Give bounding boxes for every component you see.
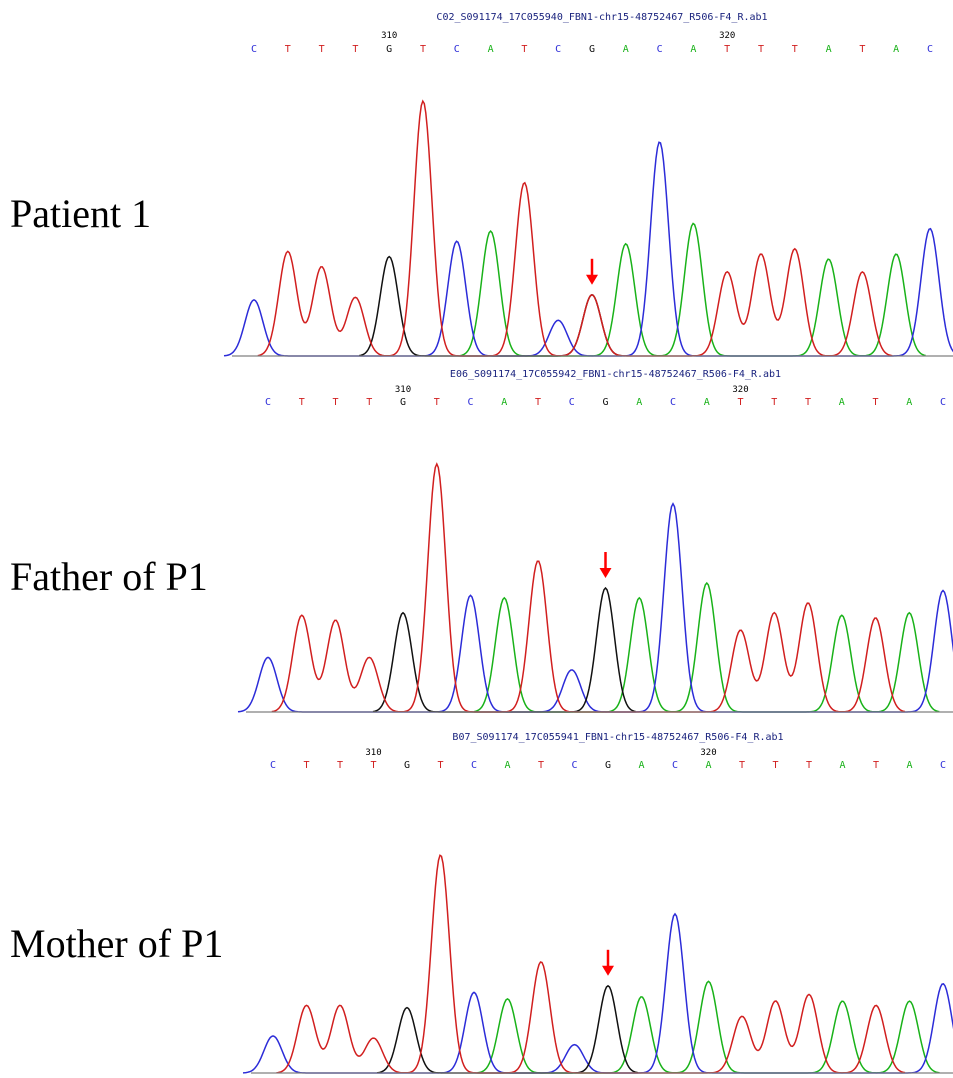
- base-call: A: [704, 397, 710, 408]
- base-call: A: [893, 44, 899, 55]
- base-call: T: [303, 760, 309, 771]
- base-call: T: [859, 44, 865, 55]
- base-call: T: [420, 44, 426, 55]
- trace-filename: C02_S091174_17C055940_FBN1-chr15-4875246…: [436, 12, 767, 23]
- base-call: T: [806, 760, 812, 771]
- base-call: T: [366, 397, 372, 408]
- base-call: A: [636, 397, 642, 408]
- base-call: A: [839, 397, 845, 408]
- trace-filename: B07_S091174_17C055941_FBN1-chr15-4875246…: [452, 732, 783, 743]
- base-call: G: [404, 760, 410, 771]
- base-call: T: [352, 44, 358, 55]
- base-call: T: [872, 397, 878, 408]
- position-marker: 310: [365, 748, 381, 758]
- base-call: C: [940, 760, 946, 771]
- base-call: C: [569, 397, 575, 408]
- arrow-head: [602, 965, 614, 976]
- base-call: T: [434, 397, 440, 408]
- mutation-arrow-icon: [586, 258, 598, 285]
- base-call: A: [488, 44, 494, 55]
- position-marker: 320: [719, 31, 735, 41]
- base-call: A: [501, 397, 507, 408]
- base-call: C: [657, 44, 663, 55]
- base-call: G: [602, 397, 608, 408]
- base-call: T: [873, 760, 879, 771]
- trace-filename: E06_S091174_17C055942_FBN1-chr15-4875246…: [450, 369, 781, 380]
- panel-label-patient: Patient 1: [10, 191, 152, 236]
- base-call: C: [940, 397, 946, 408]
- base-call: T: [319, 44, 325, 55]
- trace-C: [242, 912, 953, 1074]
- base-call: A: [638, 760, 644, 771]
- mutation-arrow-icon: [602, 949, 614, 976]
- base-call: C: [251, 44, 257, 55]
- position-marker: 310: [395, 385, 411, 395]
- base-call: T: [724, 44, 730, 55]
- arrow-head: [599, 568, 612, 578]
- base-call: C: [672, 760, 678, 771]
- trace-T: [271, 462, 905, 713]
- trace-C: [223, 141, 953, 357]
- panel-label-mother: Mother of P1: [10, 921, 224, 966]
- base-call: T: [332, 397, 338, 408]
- base-call: T: [538, 760, 544, 771]
- trace-A: [474, 581, 940, 713]
- base-call: T: [285, 44, 291, 55]
- base-call: C: [265, 397, 271, 408]
- base-call: C: [467, 397, 473, 408]
- base-call: T: [805, 397, 811, 408]
- base-call: G: [400, 397, 406, 408]
- base-call: C: [454, 44, 460, 55]
- base-call: T: [521, 44, 527, 55]
- base-call: A: [906, 760, 912, 771]
- panel-label-father: Father of P1: [10, 554, 208, 599]
- base-call: C: [555, 44, 561, 55]
- base-call: T: [299, 397, 305, 408]
- base-call: A: [690, 44, 696, 55]
- base-call: C: [471, 760, 477, 771]
- base-call: T: [771, 397, 777, 408]
- trace-C: [237, 502, 953, 713]
- base-call: C: [571, 760, 577, 771]
- position-marker: 310: [381, 31, 397, 41]
- base-call: A: [906, 397, 912, 408]
- trace-T: [276, 854, 906, 1074]
- base-call: T: [370, 760, 376, 771]
- arrow-head: [586, 274, 598, 285]
- trace-G: [359, 255, 622, 357]
- base-call: T: [337, 760, 343, 771]
- base-call: A: [705, 760, 711, 771]
- trace-A: [477, 980, 940, 1074]
- base-call: C: [670, 397, 676, 408]
- base-call: G: [605, 760, 611, 771]
- trace-G: [372, 586, 636, 713]
- base-call: A: [826, 44, 832, 55]
- base-call: T: [437, 760, 443, 771]
- mutation-arrow-icon: [599, 552, 612, 578]
- base-call: A: [623, 44, 629, 55]
- base-call: T: [792, 44, 798, 55]
- base-call: G: [589, 44, 595, 55]
- base-call: C: [927, 44, 933, 55]
- base-call: C: [270, 760, 276, 771]
- base-call: T: [758, 44, 764, 55]
- base-call: T: [772, 760, 778, 771]
- base-call: T: [739, 760, 745, 771]
- base-call: T: [535, 397, 541, 408]
- base-call: A: [504, 760, 510, 771]
- base-call: G: [386, 44, 392, 55]
- position-marker: 320: [732, 385, 748, 395]
- position-marker: 320: [700, 748, 716, 758]
- base-call: T: [737, 397, 743, 408]
- trace-T: [257, 99, 893, 357]
- base-call: A: [839, 760, 845, 771]
